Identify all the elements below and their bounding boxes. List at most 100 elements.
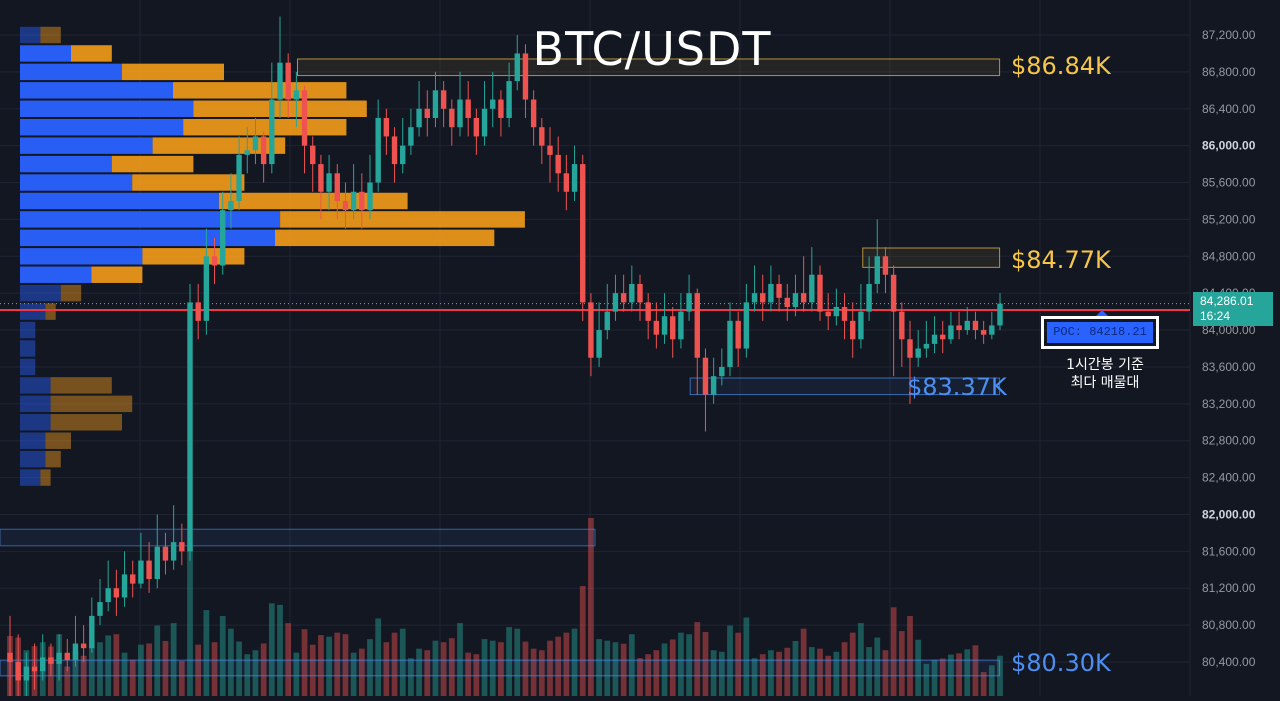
volume-bar — [448, 638, 455, 696]
y-tick-label: 83,200.00 — [1202, 397, 1256, 411]
volume-bar — [866, 647, 872, 696]
volume-bar — [236, 641, 242, 696]
candle-body — [310, 145, 316, 165]
candle-body — [719, 366, 725, 377]
y-tick-label: 83,600.00 — [1202, 360, 1256, 374]
volume-bar — [645, 654, 652, 696]
candle-body — [686, 293, 692, 312]
volume-bar — [800, 628, 807, 696]
volume-profile-buy — [20, 100, 194, 117]
volume-profile-buy — [20, 192, 219, 210]
volume-profile-buy — [20, 229, 275, 247]
candle-body — [809, 274, 815, 303]
volume-bar — [743, 617, 750, 696]
volume-profile-buy — [20, 174, 133, 191]
candle-body — [858, 311, 864, 340]
volume-profile-buy — [20, 450, 46, 468]
volume-bar — [432, 640, 439, 696]
volume-bar — [342, 634, 349, 696]
candle-body — [367, 182, 373, 211]
candle-body — [203, 256, 210, 321]
volume-profile-sell — [132, 174, 245, 191]
y-tick-label: 84,800.00 — [1202, 249, 1256, 263]
volume-bar — [988, 665, 995, 696]
volume-bar — [408, 658, 414, 696]
candle-body — [228, 200, 234, 211]
candle-body — [653, 320, 660, 335]
volume-bar — [604, 640, 611, 696]
volume-bar — [972, 645, 979, 696]
candle-body — [432, 90, 439, 118]
poc-annotation: 1시간봉 기준 최다 매물대 — [1050, 356, 1160, 392]
volume-bar — [138, 644, 144, 696]
candle-body — [195, 302, 201, 321]
volume-bar — [579, 586, 586, 696]
poc-note-line1: 1시간봉 기준 — [1066, 357, 1144, 373]
volume-bar — [211, 642, 218, 696]
volume-bar — [129, 659, 136, 696]
candle-body — [588, 302, 594, 358]
volume-bar — [530, 648, 537, 696]
volume-bar — [228, 628, 234, 696]
candle-body — [915, 348, 921, 358]
volume-bar — [907, 616, 913, 696]
volume-profile-buy — [20, 358, 36, 376]
candle-body — [334, 173, 340, 201]
candle-body — [424, 108, 430, 118]
candle-body — [890, 274, 897, 312]
volume-bar — [898, 631, 905, 696]
volume-bar — [113, 634, 120, 696]
candle-body — [555, 154, 561, 174]
volume-bar — [301, 629, 308, 696]
volume-bar — [244, 654, 251, 696]
volume-bar — [219, 616, 226, 696]
volume-bar — [293, 652, 300, 696]
current-price-value: 84,286.01 — [1200, 294, 1254, 308]
volume-bar — [792, 641, 799, 696]
volume-bar — [105, 635, 112, 696]
volume-bar — [858, 623, 864, 696]
candle-body — [293, 90, 300, 100]
candle-body — [498, 99, 504, 118]
volume-bar — [514, 628, 521, 696]
y-tick-label: 87,200.00 — [1202, 28, 1256, 42]
volume-bar — [718, 651, 725, 696]
volume-profile-sell — [152, 137, 286, 154]
candle-body — [694, 293, 700, 358]
candle-body — [580, 164, 586, 303]
candle-body — [277, 62, 283, 100]
volume-bar — [694, 622, 701, 696]
volume-bar — [956, 653, 962, 696]
volume-bar — [555, 636, 562, 696]
volume-profile-buy — [20, 395, 51, 413]
volume-bar — [146, 643, 152, 696]
volume-bar — [596, 639, 602, 696]
candle-body — [391, 136, 398, 165]
candle-body — [440, 90, 447, 109]
y-tick-label: 82,000.00 — [1202, 507, 1256, 521]
candle-body — [514, 53, 520, 82]
volume-profile-buy — [20, 377, 51, 394]
volume-profile-sell — [122, 63, 224, 81]
candle-body — [211, 256, 218, 266]
volume-bar — [882, 650, 889, 696]
volume-bar — [121, 652, 128, 696]
volume-bar — [268, 603, 275, 696]
volume-profile-sell — [60, 284, 82, 302]
candle-body — [743, 302, 750, 349]
volume-bar — [465, 652, 472, 696]
volume-bar — [890, 607, 897, 696]
candle-body — [784, 297, 790, 308]
candle-body — [162, 546, 169, 561]
volume-bar — [72, 651, 79, 696]
y-tick-label: 85,600.00 — [1202, 176, 1256, 190]
candle-body — [539, 127, 545, 146]
y-tick-label: 85,200.00 — [1202, 212, 1256, 226]
candle-body — [269, 99, 275, 165]
candle-body — [31, 666, 38, 672]
current-price-tag: 84,286.01 16:24 — [1193, 292, 1273, 326]
volume-bar — [318, 635, 324, 696]
candle-body — [563, 173, 570, 192]
y-tick-label: 81,200.00 — [1202, 581, 1256, 595]
